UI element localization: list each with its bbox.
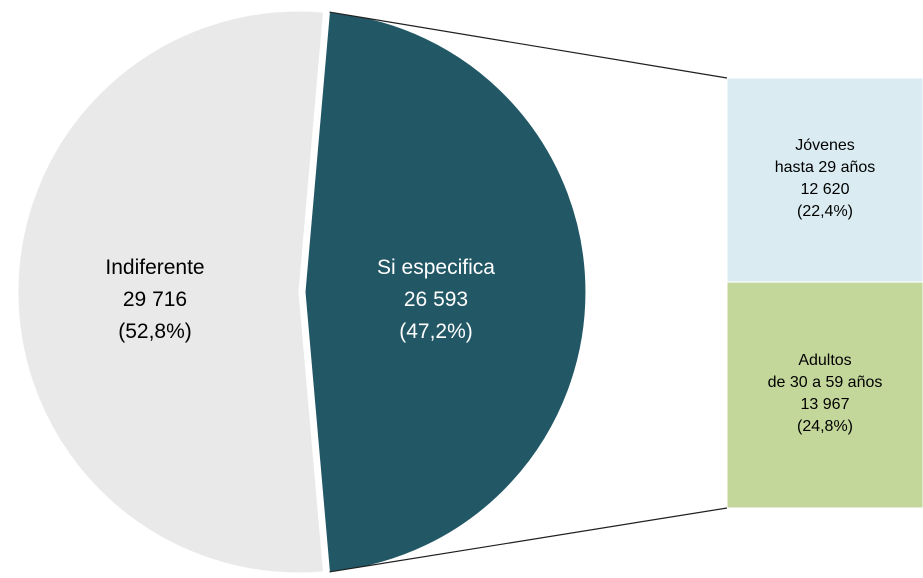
bar-segment-jovenes	[726, 77, 923, 283]
segment-value-jovenes: 12 620	[801, 181, 850, 198]
slice-percent-si-especifica: (47,2%)	[399, 320, 473, 343]
segment-value-adultos: 13 967	[801, 396, 850, 413]
slice-label-indiferente: Indiferente	[105, 256, 204, 279]
slice-value-si-especifica: 26 593	[404, 288, 468, 311]
segment-label-adultos: Adultos	[798, 352, 851, 369]
connector-line-top	[329, 11, 728, 79]
segment-label-jovenes: Jóvenes	[795, 137, 855, 154]
slice-label-si-especifica: Si especifica	[377, 256, 495, 279]
segment-percent-adultos: (24,8%)	[797, 418, 853, 435]
connector-line-bottom	[329, 507, 728, 573]
pie-slice-si-especifica	[304, 11, 587, 573]
segment-percent-jovenes: (22,4%)	[797, 203, 853, 220]
segment-sublabel-adultos: de 30 a 59 años	[768, 374, 883, 391]
segment-sublabel-jovenes: hasta 29 años	[775, 159, 876, 176]
bar-segment-adultos	[726, 281, 923, 509]
pie-slice-indiferente	[17, 10, 324, 574]
slice-value-indiferente: 29 716	[123, 288, 187, 311]
slice-percent-indiferente: (52,8%)	[118, 320, 192, 343]
